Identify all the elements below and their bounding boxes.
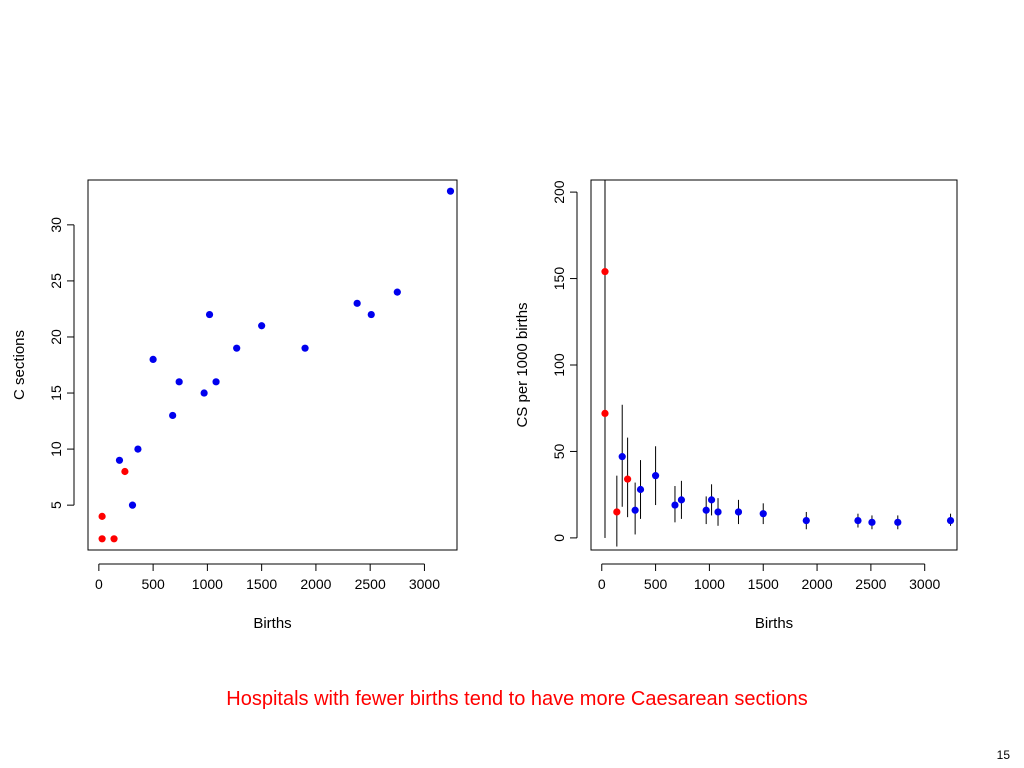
page-number: 15 (996, 748, 1010, 762)
data-point (618, 453, 626, 461)
data-point (671, 501, 679, 509)
data-point (205, 310, 214, 319)
plot-frame (87, 179, 458, 551)
x-tick-label: 2000 (801, 576, 832, 592)
y-tick-label: 200 (551, 180, 567, 204)
data-point (134, 445, 142, 453)
data-point (233, 344, 241, 352)
x-tick-label: 500 (644, 576, 668, 592)
data-point (367, 310, 375, 319)
data-point-small-hospital (601, 268, 609, 276)
data-point (301, 344, 309, 352)
data-point (115, 456, 124, 464)
x-tick-label: 0 (598, 576, 606, 592)
data-point (734, 508, 743, 516)
births-vs-cs-rate-chart: 0 500 1000 1500 2000 2500 3000 0 50 100 150 200 Birt… (514, 179, 958, 632)
x-tick-label: 1000 (192, 576, 223, 592)
data-point (946, 517, 955, 525)
x-tick-label: 2000 (300, 576, 331, 592)
data-point-small-hospital (98, 512, 106, 520)
data-point (212, 378, 220, 386)
x-tick-label: 1000 (694, 576, 725, 592)
data-point-small-hospital (624, 475, 632, 483)
y-tick-label: 5 (48, 501, 64, 509)
data-point (353, 299, 361, 307)
data-point (677, 496, 686, 504)
x-tick-label: 500 (141, 576, 165, 592)
data-point (393, 288, 401, 296)
y-axis-title: C sections (11, 330, 28, 400)
x-tick-label: 0 (95, 576, 103, 592)
y-tick-label: 0 (551, 534, 567, 542)
data-point (868, 518, 876, 526)
data-point (169, 411, 177, 420)
y-tick-label: 10 (48, 441, 64, 457)
data-point (446, 187, 455, 195)
x-tick-label: 1500 (748, 576, 779, 592)
y-tick-label: 25 (48, 273, 64, 289)
data-point (894, 518, 902, 526)
data-point-small-hospital (121, 467, 129, 476)
slide-caption: Hospitals with fewer births tend to have… (226, 688, 808, 710)
data-point-small-hospital (98, 535, 106, 543)
x-tick-label: 2500 (355, 576, 386, 592)
data-point-small-hospital (601, 409, 609, 418)
data-point (651, 472, 660, 480)
data-point-small-hospital (613, 508, 621, 516)
data-point (854, 517, 862, 525)
births-vs-csections-chart: 0 500 1000 1500 2000 2500 3000 5 10 15 20 25 30 Birth… (11, 179, 458, 632)
y-tick-label: 100 (551, 353, 567, 377)
data-point-small-hospital (110, 535, 118, 543)
x-tick-label: 3000 (409, 576, 440, 592)
data-point (128, 501, 137, 509)
data-point (175, 378, 183, 386)
data-point (759, 510, 767, 518)
x-axis-title: Births (755, 615, 793, 632)
data-point (200, 389, 208, 397)
data-point (631, 506, 639, 514)
y-tick-label: 150 (551, 267, 567, 291)
x-tick-label: 1500 (246, 576, 277, 592)
y-tick-label: 15 (48, 385, 64, 401)
data-point (149, 355, 157, 363)
y-tick-label: 20 (48, 329, 64, 345)
data-point (802, 517, 810, 525)
plot-frame (590, 179, 958, 551)
data-point (702, 506, 710, 514)
y-axis-title: CS per 1000 births (514, 302, 531, 427)
x-axis-title: Births (253, 615, 291, 632)
data-point (258, 322, 266, 330)
y-tick-label: 30 (48, 217, 64, 233)
data-point (707, 496, 716, 504)
data-point (636, 485, 645, 494)
x-tick-label: 3000 (909, 576, 940, 592)
data-point (714, 508, 722, 516)
x-tick-label: 2500 (855, 576, 886, 592)
y-tick-label: 50 (551, 443, 567, 459)
